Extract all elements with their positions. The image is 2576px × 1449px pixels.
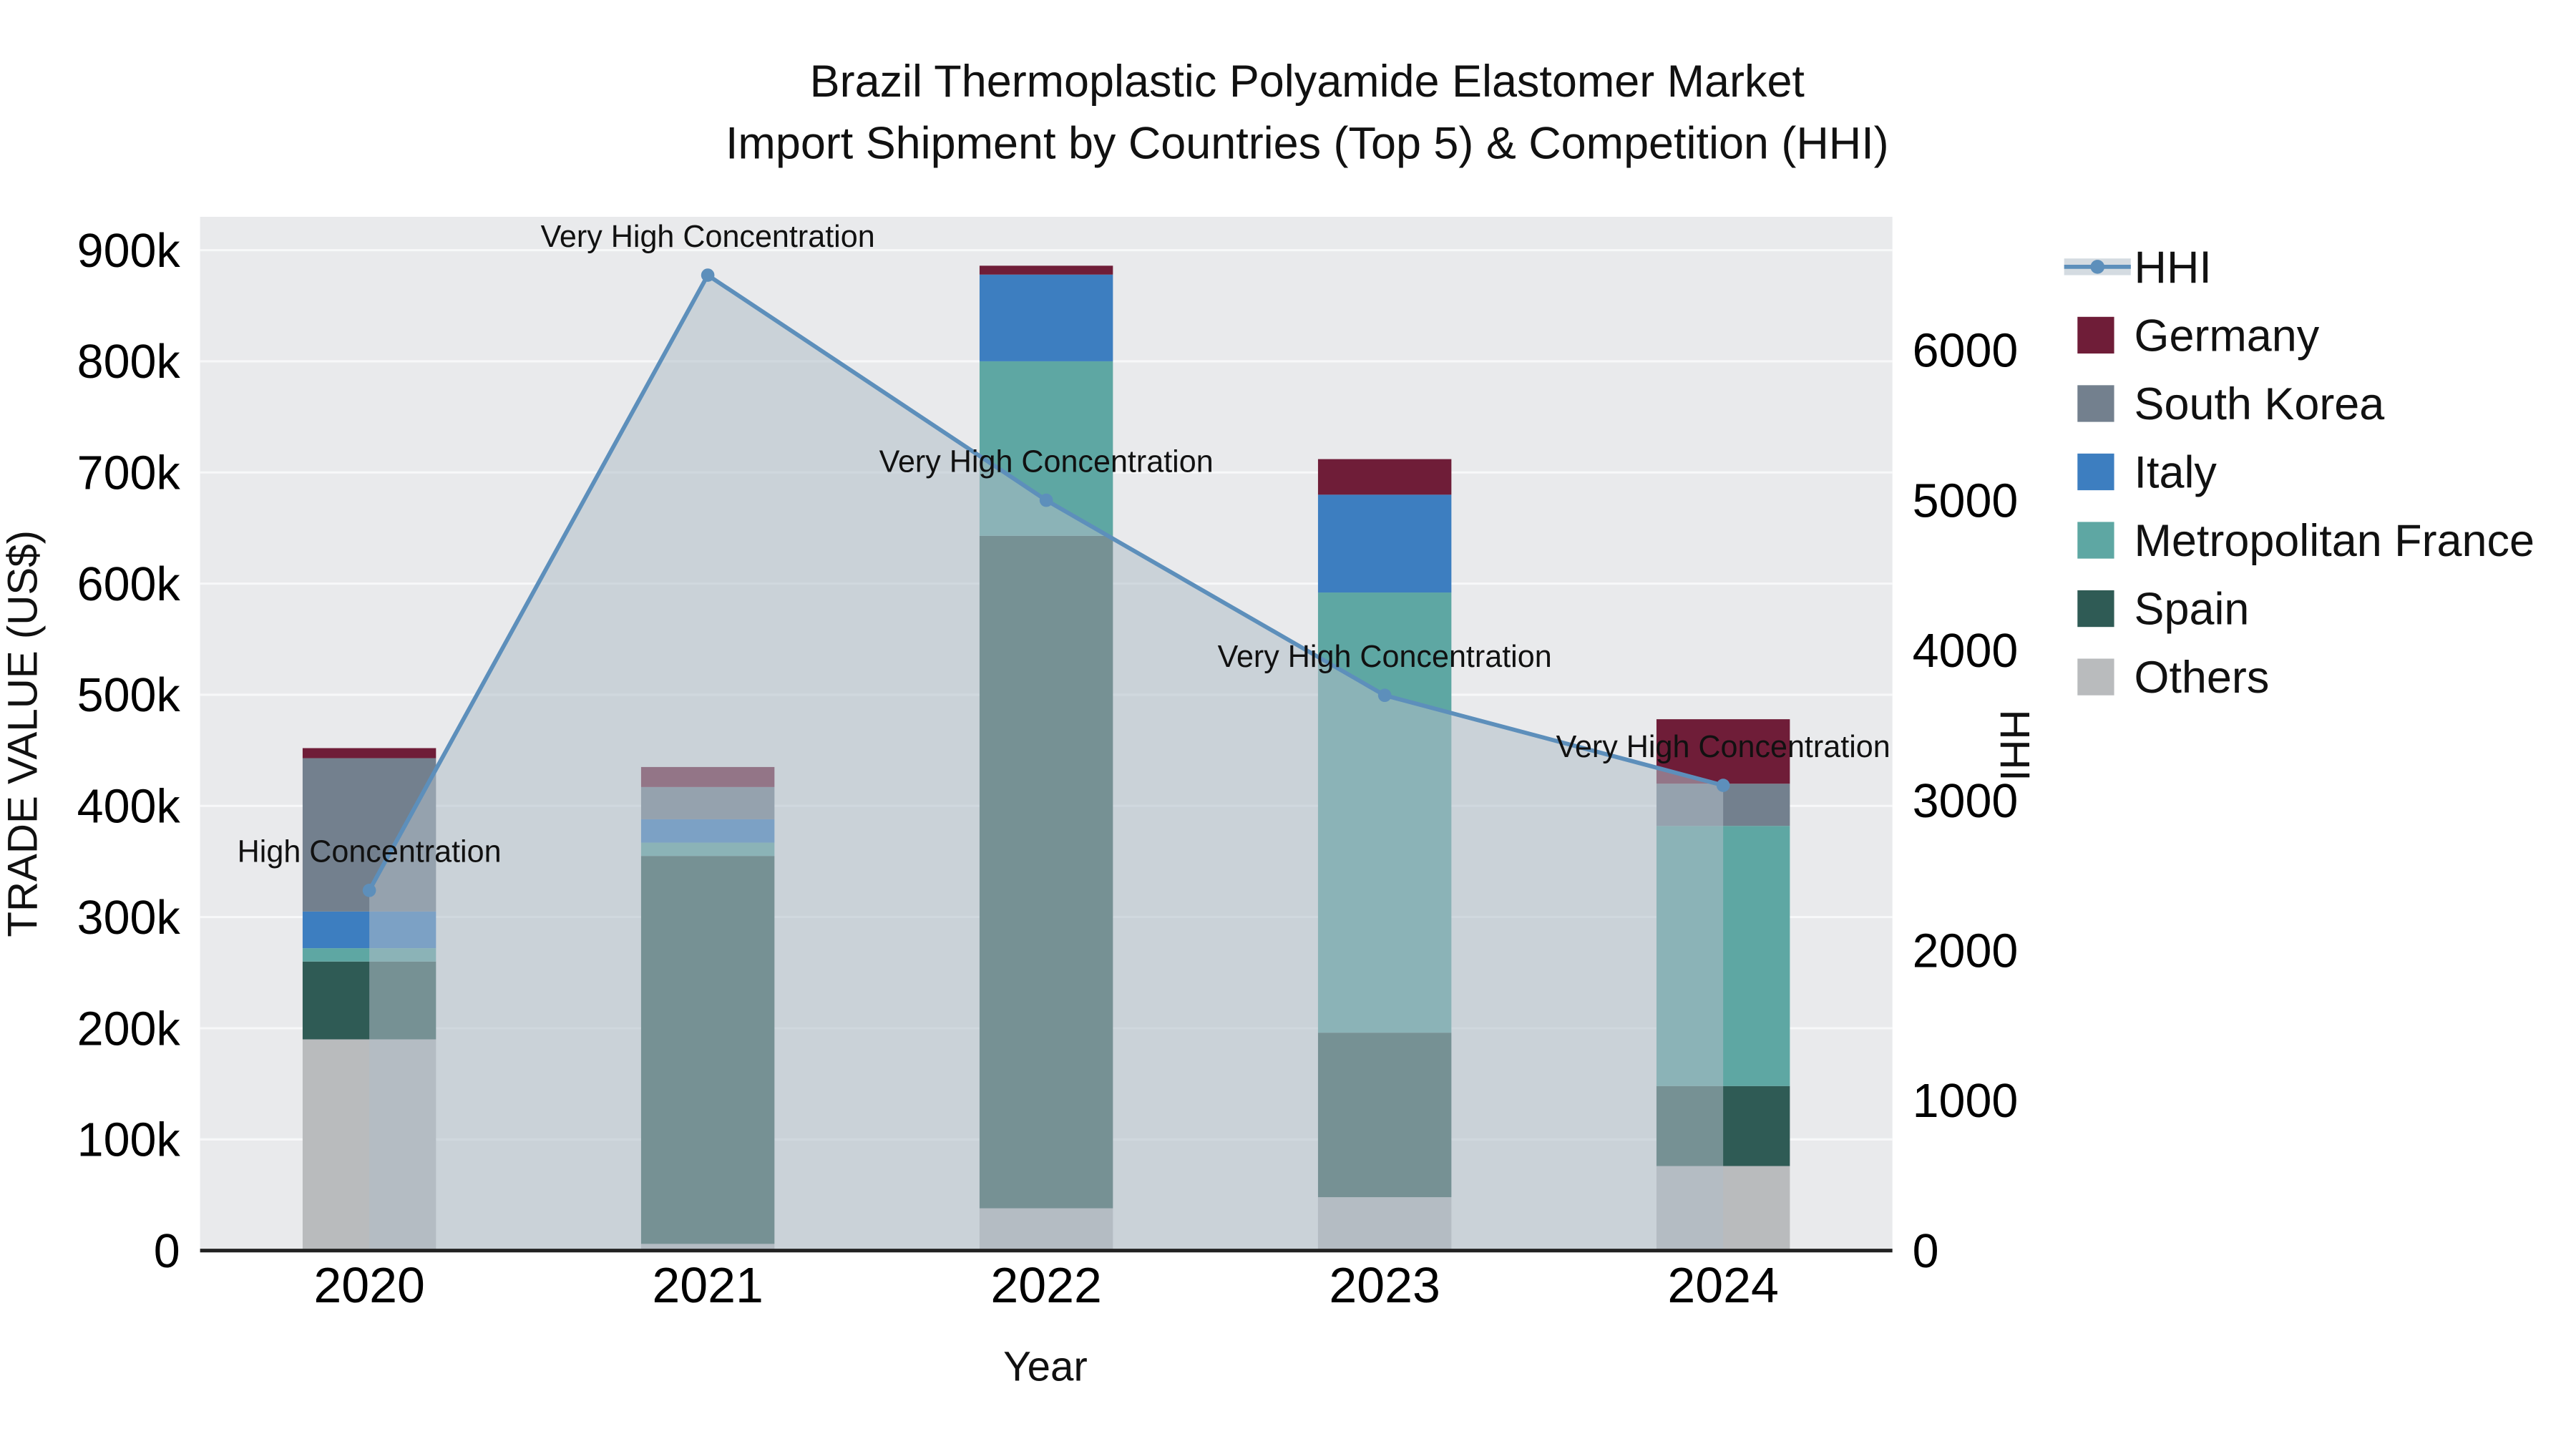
legend-label-metropolitan-france: Metropolitan France: [2135, 516, 2534, 566]
left-tick-0: 0: [154, 1225, 180, 1278]
left-tick-500k: 500k: [77, 669, 181, 722]
left-tick-700k: 700k: [77, 447, 181, 500]
x-tick-2020: 2020: [313, 1257, 424, 1313]
legend-item-spain[interactable]: Spain: [2077, 585, 2249, 635]
x-tick-2023: 2023: [1329, 1257, 1440, 1313]
legend-swatch-metropolitan-france: [2077, 522, 2114, 559]
y-axis-title-right: HHI: [1991, 709, 2038, 781]
hhi-marker-2021[interactable]: [701, 268, 715, 282]
x-tick-2024: 2024: [1667, 1257, 1778, 1313]
bar-segment-germany-2020[interactable]: [302, 748, 436, 758]
legend-item-south-korea[interactable]: South Korea: [2077, 379, 2384, 429]
y-axis-title-left: TRADE VALUE (US$): [0, 530, 46, 937]
annotation-2021: Very High Concentration: [541, 220, 875, 254]
x-axis-title: Year: [1003, 1343, 1088, 1390]
x-tick-2022: 2022: [990, 1257, 1101, 1313]
legend-label-italy: Italy: [2135, 448, 2218, 498]
left-tick-200k: 200k: [77, 1002, 181, 1055]
left-tick-400k: 400k: [77, 781, 181, 834]
legend-item-hhi[interactable]: HHI: [2064, 243, 2212, 293]
bar-segment-italy-2022[interactable]: [979, 274, 1113, 361]
left-tick-600k: 600k: [77, 558, 181, 611]
right-tick-0: 0: [1913, 1225, 1939, 1278]
chart-title-line1: Brazil Thermoplastic Polyamide Elastomer…: [810, 57, 1805, 107]
bar-segment-germany-2023[interactable]: [1317, 459, 1452, 495]
right-tick-3000: 3000: [1913, 775, 2019, 828]
right-tick-6000: 6000: [1913, 325, 2019, 378]
legend-swatch-spain: [2077, 590, 2114, 628]
annotation-2023: Very High Concentration: [1218, 640, 1552, 674]
chart-root: High Concentration Very High Concentratio…: [77, 216, 2534, 1313]
legend-label-spain: Spain: [2135, 585, 2250, 635]
legend-item-others[interactable]: Others: [2077, 653, 2269, 703]
right-tick-2000: 2000: [1913, 925, 2019, 978]
hhi-marker-2020[interactable]: [362, 884, 376, 897]
right-tick-5000: 5000: [1913, 474, 2019, 527]
legend-label-south-korea: South Korea: [2135, 379, 2385, 429]
legend-hhi-marker-icon: [2090, 260, 2105, 274]
x-tick-2021: 2021: [652, 1257, 763, 1313]
annotation-2022: Very High Concentration: [879, 444, 1214, 479]
legend-swatch-others: [2077, 658, 2114, 696]
hhi-marker-2024[interactable]: [1716, 779, 1730, 792]
hhi-area: [369, 275, 1724, 1251]
annotation-2024: Very High Concentration: [1556, 730, 1890, 764]
bar-segment-italy-2023[interactable]: [1317, 494, 1452, 593]
right-tick-4000: 4000: [1913, 625, 2019, 678]
legend-label-hhi: HHI: [2135, 243, 2212, 293]
legend-item-germany[interactable]: Germany: [2077, 311, 2320, 361]
legend-item-italy[interactable]: Italy: [2077, 448, 2217, 498]
chart-title-line2: Import Shipment by Countries (Top 5) & C…: [726, 118, 1889, 168]
left-tick-800k: 800k: [77, 336, 181, 389]
left-tick-100k: 100k: [77, 1114, 181, 1167]
legend-swatch-germany: [2077, 316, 2114, 354]
legend-swatch-south-korea: [2077, 385, 2114, 422]
right-tick-1000: 1000: [1913, 1075, 2019, 1128]
hhi-marker-2023[interactable]: [1377, 688, 1392, 703]
legend-item-metropolitan-france[interactable]: Metropolitan France: [2077, 516, 2534, 566]
left-tick-300k: 300k: [77, 892, 181, 945]
left-tick-900k: 900k: [77, 225, 181, 278]
annotation-2020: High Concentration: [238, 835, 502, 869]
hhi-marker-2022[interactable]: [1039, 493, 1053, 507]
bar-segment-germany-2022[interactable]: [979, 265, 1113, 275]
legend-label-others: Others: [2135, 653, 2270, 703]
legend-label-germany: Germany: [2135, 311, 2320, 361]
legend-swatch-italy: [2077, 453, 2114, 491]
